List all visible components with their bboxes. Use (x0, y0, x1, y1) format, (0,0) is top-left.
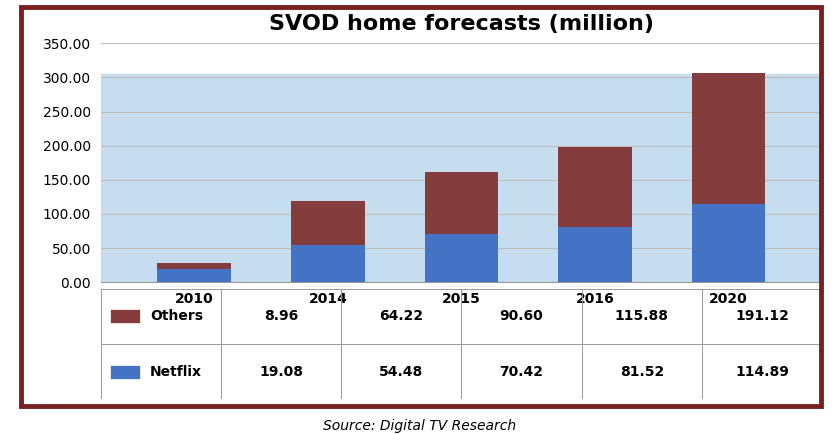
Text: 8.96: 8.96 (264, 309, 298, 323)
Text: 114.89: 114.89 (735, 365, 789, 378)
Bar (692, 73, 765, 204)
Text: 90.60: 90.60 (500, 309, 544, 323)
Text: Others: Others (150, 309, 203, 323)
Bar (110, 365, 140, 378)
Bar (692, 204, 765, 282)
Bar (425, 234, 498, 282)
Text: 19.08: 19.08 (259, 365, 303, 378)
Bar (291, 201, 365, 245)
Text: Netflix: Netflix (150, 365, 202, 378)
Text: 70.42: 70.42 (499, 365, 544, 378)
Bar (558, 148, 632, 227)
Bar (558, 227, 632, 282)
Text: Source: Digital TV Research: Source: Digital TV Research (323, 419, 516, 433)
Bar (291, 245, 365, 282)
Bar (158, 263, 231, 269)
Text: 64.22: 64.22 (379, 309, 424, 323)
Bar (425, 172, 498, 234)
Text: 81.52: 81.52 (620, 365, 664, 378)
Text: 191.12: 191.12 (735, 309, 789, 323)
Bar (110, 309, 140, 323)
Text: 115.88: 115.88 (615, 309, 669, 323)
Title: SVOD home forecasts (million): SVOD home forecasts (million) (269, 13, 654, 33)
Text: 54.48: 54.48 (379, 365, 424, 378)
Bar (158, 269, 231, 282)
